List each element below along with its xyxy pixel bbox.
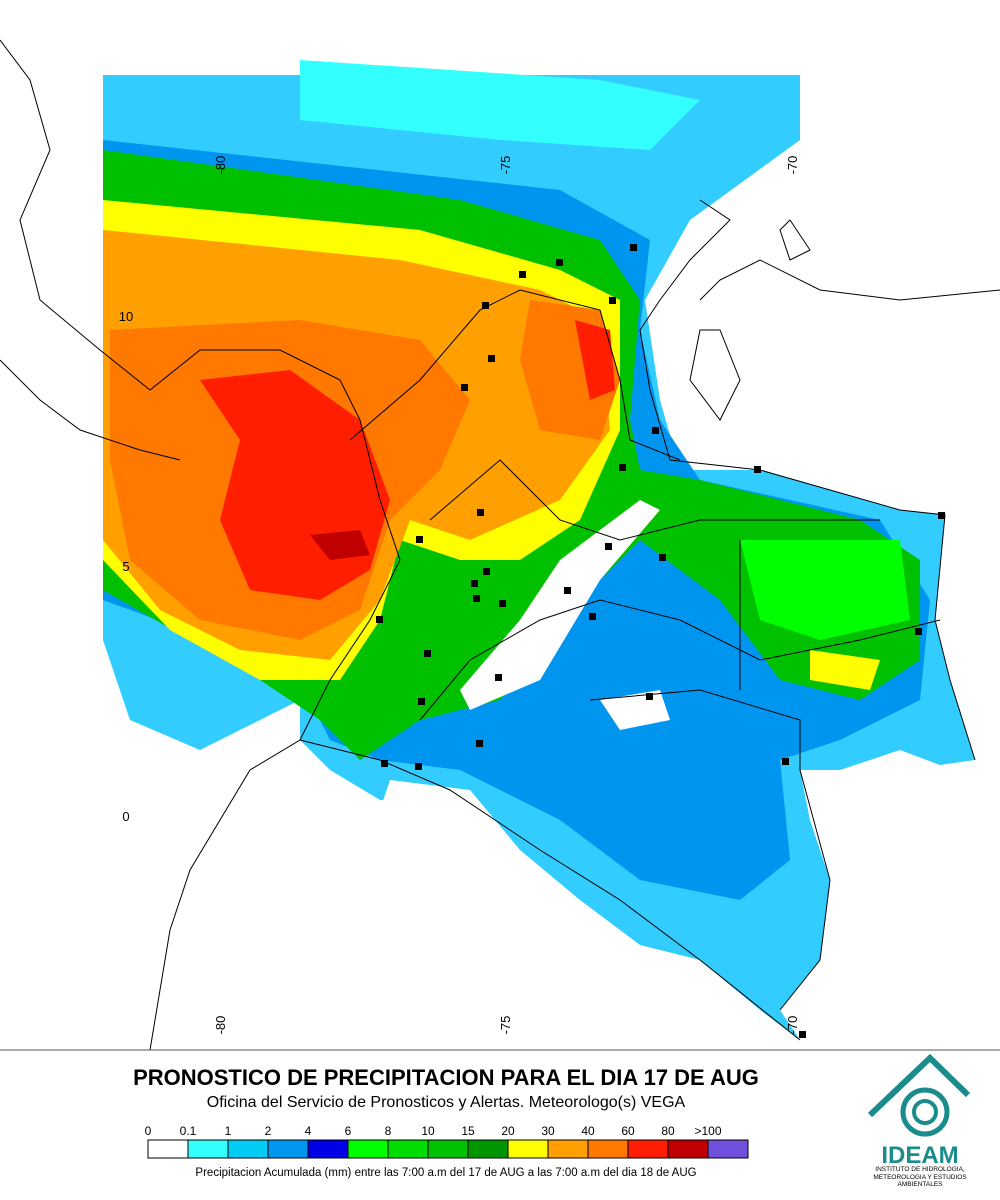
legend-label: 40: [581, 1124, 595, 1138]
logo-description: INSTITUTO DE HIDROLOGIA, METEOROLOGIA Y …: [873, 1166, 967, 1188]
legend-label: 2: [265, 1124, 272, 1138]
axis-labels: -80 -75 -70 -80 -75 -70 10 5 0: [119, 156, 800, 1035]
legend-swatch: [387, 1139, 429, 1159]
lon-label-bottom: -75: [498, 1016, 513, 1035]
legend-label: 60: [621, 1124, 635, 1138]
legend-label: 6: [345, 1124, 352, 1138]
legend: 0 0.1 1 2 4 6 8 10 15 20 30 40 60 80 >100: [145, 1124, 749, 1159]
lon-label-top: -75: [498, 156, 513, 175]
legend-label: 1: [225, 1124, 232, 1138]
lon-label-top: -70: [785, 156, 800, 175]
legend-swatch: [707, 1139, 749, 1159]
logo-description-box: INSTITUTO DE HIDROLOGIA, METEOROLOGIA Y …: [873, 1166, 967, 1188]
legend-swatch: [307, 1139, 349, 1159]
legend-label: 4: [305, 1124, 312, 1138]
legend-label: 80: [661, 1124, 675, 1138]
lat-label: 5: [122, 559, 129, 574]
legend-label: 8: [385, 1124, 392, 1138]
legend-swatch: [267, 1139, 309, 1159]
legend-swatch: [467, 1139, 509, 1159]
legend-caption: Precipitacion Acumulada (mm) entre las 7…: [195, 1167, 696, 1179]
stations: [376, 244, 945, 1038]
legend-swatch: [427, 1139, 469, 1159]
lon-label-bottom: -80: [213, 1016, 228, 1035]
legend-swatch: [187, 1139, 229, 1159]
lat-label: 10: [119, 309, 133, 324]
legend-swatch: [507, 1139, 549, 1159]
legend-label: >100: [694, 1124, 721, 1138]
subtitle: Oficina del Servicio de Pronosticos y Al…: [207, 1094, 686, 1111]
legend-swatch: [667, 1139, 709, 1159]
legend-label: 0.1: [180, 1124, 197, 1138]
legend-swatch: [627, 1139, 669, 1159]
precipitation-field: [103, 60, 975, 1040]
boundaries: [0, 39, 1000, 1051]
logo: IDEAM: [867, 1053, 971, 1169]
legend-swatch: [347, 1139, 389, 1159]
title: PRONOSTICO DE PRECIPITACION PARA EL DIA …: [133, 1065, 759, 1090]
legend-swatch: [547, 1139, 589, 1159]
legend-swatch: [147, 1139, 189, 1159]
legend-swatch: [227, 1139, 269, 1159]
logo-name: IDEAM: [881, 1142, 958, 1169]
legend-label: 20: [501, 1124, 515, 1138]
legend-label: 0: [145, 1124, 152, 1138]
legend-swatch: [587, 1139, 629, 1159]
legend-label: 10: [421, 1124, 435, 1138]
lat-label: 0: [122, 809, 129, 824]
legend-label: 15: [461, 1124, 475, 1138]
lon-label-bottom: -70: [785, 1016, 800, 1035]
legend-label: 30: [541, 1124, 555, 1138]
lon-label-top: -80: [213, 156, 228, 175]
